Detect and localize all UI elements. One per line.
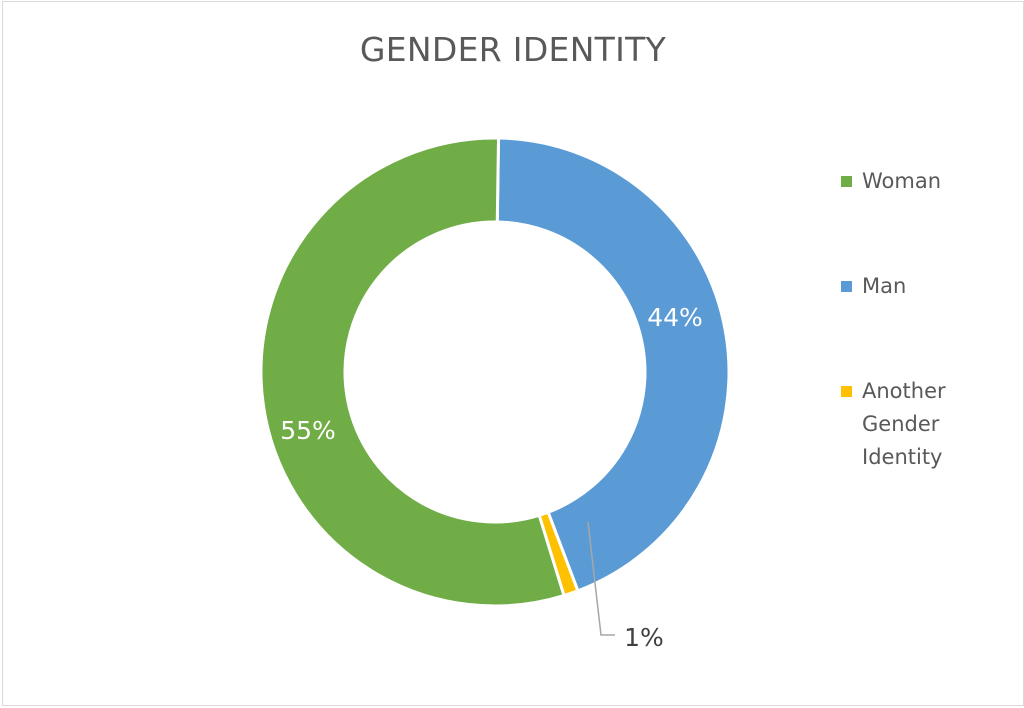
- slice-woman: [259, 136, 566, 608]
- legend-item-man: Man: [841, 270, 982, 303]
- label-man: 44%: [647, 303, 703, 332]
- slice-man: [495, 136, 731, 593]
- legend-swatch-woman: [841, 176, 852, 187]
- chart-title: GENDER IDENTITY: [359, 30, 667, 69]
- leader-line: [587, 521, 615, 636]
- label-woman: 55%: [280, 416, 336, 445]
- legend-swatch-another: [841, 386, 852, 397]
- label-another: 1%: [624, 623, 664, 652]
- legend-item-woman: Woman: [841, 165, 982, 198]
- legend-item-another: Another Gender Identity: [841, 375, 982, 474]
- donut-chart: 44% 55% 1%: [259, 136, 731, 652]
- legend-swatch-man: [841, 281, 852, 292]
- donut-slices: [259, 136, 731, 608]
